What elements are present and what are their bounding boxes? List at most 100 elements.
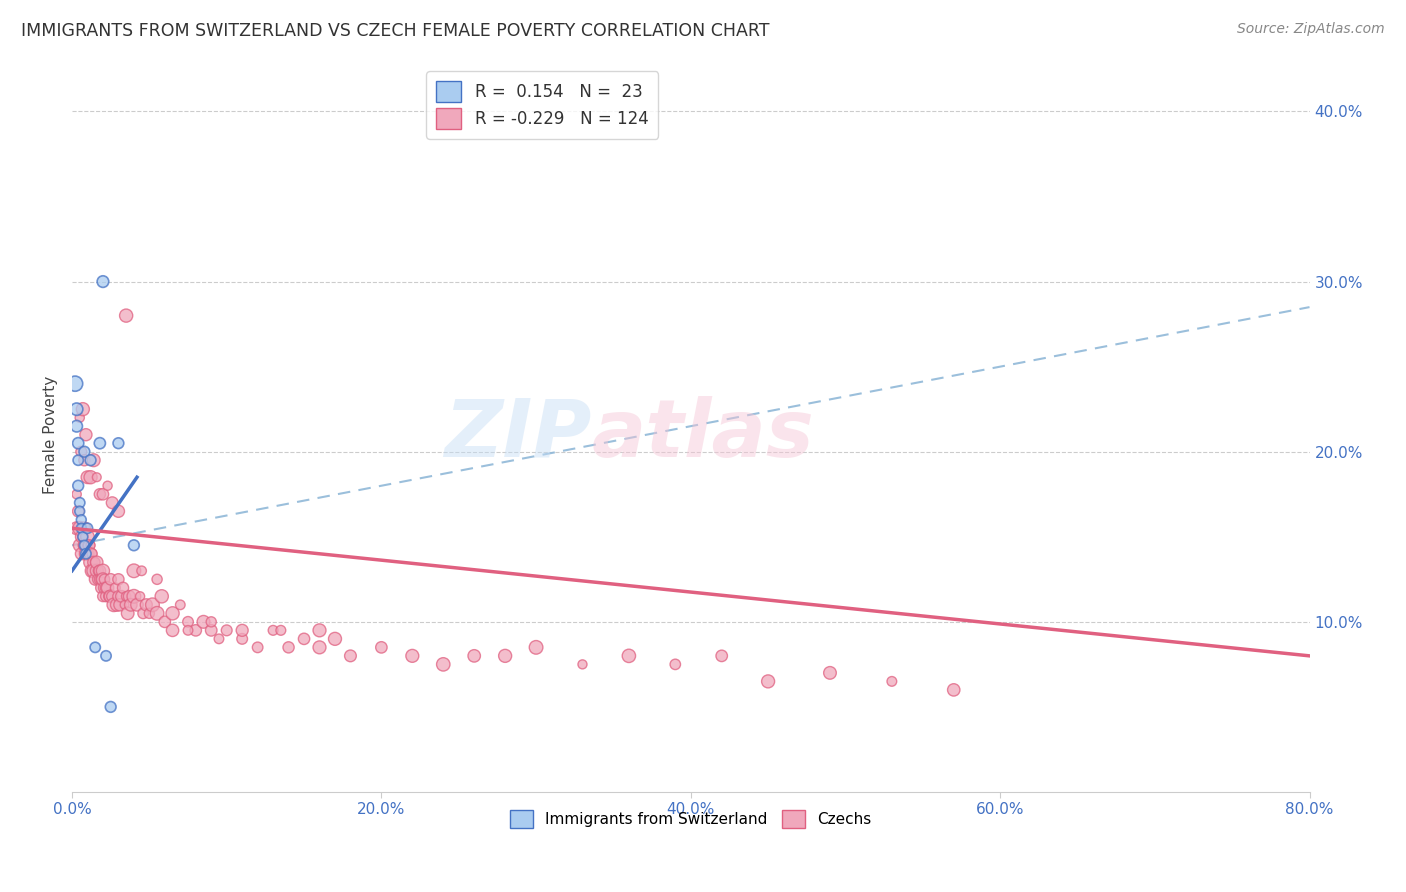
Point [262,624,284,638]
Point [100,699,122,714]
Point [91,572,114,586]
Point [79,547,101,561]
Point [76,547,98,561]
Point [162,624,184,638]
Point [73,453,96,467]
Point [91,564,114,578]
Point [66,521,89,535]
Point [79,538,101,552]
Point [153,615,176,629]
Point [277,640,299,655]
Point [70,547,93,561]
Point [84,555,107,569]
Point [617,648,640,663]
Text: ZIP: ZIP [444,396,592,474]
Point [86,555,108,569]
Point [84,640,107,655]
Point [67,436,90,450]
Point [308,624,330,638]
Point [818,665,841,680]
Point [323,632,346,646]
Point [120,598,142,612]
Point [146,607,169,621]
Point [66,419,89,434]
Point [69,504,91,518]
Point [91,487,114,501]
Point [77,538,100,552]
Point [110,590,132,604]
Point [91,275,114,289]
Point [231,632,253,646]
Point [162,607,184,621]
Text: IMMIGRANTS FROM SWITZERLAND VS CZECH FEMALE POVERTY CORRELATION CHART: IMMIGRANTS FROM SWITZERLAND VS CZECH FEM… [21,22,769,40]
Point [73,444,96,458]
Point [76,530,98,544]
Point [880,674,903,689]
Point [66,487,89,501]
Point [94,590,117,604]
Point [132,607,155,621]
Point [72,402,94,417]
Point [135,598,157,612]
Point [70,521,93,535]
Point [84,572,107,586]
Point [83,555,105,569]
Point [93,581,115,595]
Point [89,572,111,586]
Text: Source: ZipAtlas.com: Source: ZipAtlas.com [1237,22,1385,37]
Point [115,309,138,323]
Point [200,615,222,629]
Point [76,470,98,484]
Point [101,496,124,510]
Point [339,648,361,663]
Point [103,598,125,612]
Point [122,590,145,604]
Point [73,521,96,535]
Point [75,547,97,561]
Point [100,572,122,586]
Point [524,640,547,655]
Point [67,479,90,493]
Point [89,487,111,501]
Point [664,657,686,672]
Point [107,590,129,604]
Point [146,572,169,586]
Point [94,581,117,595]
Point [91,590,114,604]
Point [87,572,110,586]
Point [70,444,93,458]
Point [129,590,152,604]
Point [72,530,94,544]
Point [131,564,153,578]
Point [432,657,454,672]
Point [184,624,207,638]
Point [122,564,145,578]
Point [83,453,105,467]
Point [94,648,117,663]
Point [69,521,91,535]
Point [942,682,965,697]
Point [122,538,145,552]
Point [79,470,101,484]
Point [494,648,516,663]
Point [270,624,292,638]
Point [73,538,96,552]
Point [114,598,136,612]
Point [72,530,94,544]
Point [169,598,191,612]
Point [118,590,141,604]
Point [112,581,135,595]
Point [63,376,86,391]
Point [75,538,97,552]
Point [97,581,120,595]
Point [67,453,90,467]
Point [73,538,96,552]
Point [107,436,129,450]
Point [67,504,90,518]
Point [246,640,269,655]
Point [115,590,138,604]
Point [69,410,91,425]
Point [75,547,97,561]
Point [86,564,108,578]
Point [101,590,124,604]
